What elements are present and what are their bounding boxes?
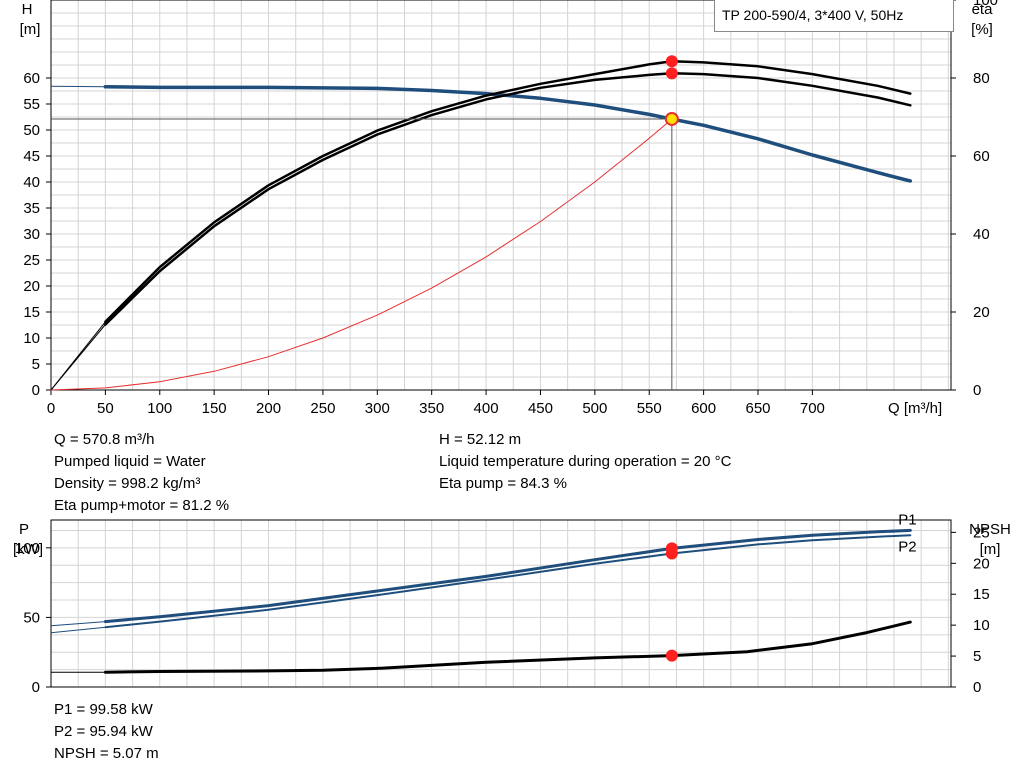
x-axis-label: Q [m³/h] — [888, 400, 942, 417]
pump-title: TP 200-590/4, 3*400 V, 50Hz — [714, 0, 954, 32]
right-axis-unit: [%] — [971, 21, 993, 38]
right-tick-label: 10 — [973, 617, 990, 634]
series-P1 — [103, 528, 912, 624]
chart-power-npsh — [46, 519, 956, 688]
x-tick-label: 450 — [528, 400, 553, 417]
x-tick-label: 300 — [365, 400, 390, 417]
op-point-eta-pump — [665, 55, 678, 68]
x-tick-label: 550 — [637, 400, 662, 417]
series-eta-pump — [104, 59, 912, 324]
right-axis-unit: [m] — [980, 541, 1001, 558]
right-tick-label: 20 — [973, 555, 990, 572]
x-tick-label: 700 — [800, 400, 825, 417]
x-tick-label: 500 — [582, 400, 607, 417]
right-tick-label: 60 — [973, 148, 990, 165]
right-tick-label: 40 — [973, 226, 990, 243]
series-NPSH — [103, 620, 912, 674]
op-point-head — [664, 111, 679, 126]
series-eta-pump-motor-lead — [50, 324, 106, 391]
left-tick-label: 50 — [23, 609, 40, 626]
info-npsh: NPSH = 5.07 m — [54, 745, 159, 762]
right-tick-label: 0 — [973, 679, 981, 696]
info-top-left: Q = 570.8 m³/h Pumped liquid = Water Den… — [54, 429, 229, 517]
left-tick-label: 5 — [32, 356, 40, 373]
x-tick-label: 50 — [97, 400, 114, 417]
left-tick-label: 10 — [23, 330, 40, 347]
left-axis-unit: [m] — [20, 21, 41, 38]
info-temperature: Liquid temperature during operation = 20… — [439, 453, 732, 470]
info-flow: Q = 570.8 m³/h — [54, 431, 155, 448]
x-tick-label: 350 — [419, 400, 444, 417]
info-liquid: Pumped liquid = Water — [54, 453, 206, 470]
info-p1: P1 = 99.58 kW — [54, 701, 153, 718]
series-eta-pump-motor — [104, 72, 912, 326]
right-tick-label: 25 — [973, 524, 990, 541]
series-P2-lead — [50, 626, 106, 634]
x-tick-label: 400 — [474, 400, 499, 417]
x-tick-label: 250 — [310, 400, 335, 417]
x-tick-label: 150 — [202, 400, 227, 417]
left-tick-label: 50 — [23, 122, 40, 139]
left-tick-label: 40 — [23, 174, 40, 191]
plot-frame — [50, 0, 952, 391]
left-tick-label: 35 — [23, 200, 40, 217]
left-tick-label: 25 — [23, 252, 40, 269]
info-p2: P2 = 95.94 kW — [54, 723, 153, 740]
left-axis-title: P — [19, 521, 29, 538]
op-point-p2 — [665, 547, 678, 560]
series-P2 — [104, 534, 912, 629]
right-tick-label: 100 — [973, 0, 998, 9]
left-tick-label: 15 — [23, 304, 40, 321]
left-tick-label: 55 — [23, 96, 40, 113]
series-label-P1: P1 — [898, 511, 916, 528]
op-point-eta-pump-motor — [665, 67, 678, 80]
right-tick-label: 15 — [973, 586, 990, 603]
series-label-P2: P2 — [898, 538, 916, 555]
series-H — [103, 85, 913, 183]
left-tick-label: 0 — [32, 679, 40, 696]
left-axis-title: H — [22, 1, 33, 18]
info-bottom: P1 = 99.58 kW P2 = 95.94 kW NPSH = 5.07 … — [54, 699, 159, 765]
info-eta-pump: Eta pump = 84.3 % — [439, 475, 567, 492]
right-tick-label: 80 — [973, 70, 990, 87]
chart-head-efficiency — [46, 0, 956, 395]
series-H-lead — [50, 85, 106, 88]
info-density: Density = 998.2 kg/m³ — [54, 475, 201, 492]
x-tick-label: 600 — [691, 400, 716, 417]
series-P1-lead — [50, 621, 106, 627]
left-tick-label: 0 — [32, 382, 40, 399]
series-system-curve — [50, 118, 673, 391]
left-tick-label: 30 — [23, 226, 40, 243]
left-tick-label: 60 — [23, 70, 40, 87]
left-axis-unit: [kW] — [13, 541, 43, 558]
info-head: H = 52.12 m — [439, 431, 522, 448]
info-eta-pump-motor: Eta pump+motor = 81.2 % — [54, 497, 230, 514]
info-top-right: H = 52.12 m Liquid temperature during op… — [439, 429, 731, 495]
right-tick-label: 5 — [973, 648, 981, 665]
right-tick-label: 0 — [973, 382, 981, 399]
left-tick-label: 45 — [23, 148, 40, 165]
right-axis-title: eta — [972, 1, 994, 18]
x-tick-label: 0 — [47, 400, 55, 417]
x-tick-label: 650 — [745, 400, 770, 417]
op-point-npsh — [665, 649, 678, 662]
x-tick-label: 200 — [256, 400, 281, 417]
right-axis-title: NPSH — [969, 521, 1011, 538]
right-tick-label: 20 — [973, 304, 990, 321]
left-tick-label: 100 — [15, 540, 40, 557]
x-tick-label: 100 — [147, 400, 172, 417]
plot-frame — [50, 519, 952, 688]
left-tick-label: 20 — [23, 278, 40, 295]
